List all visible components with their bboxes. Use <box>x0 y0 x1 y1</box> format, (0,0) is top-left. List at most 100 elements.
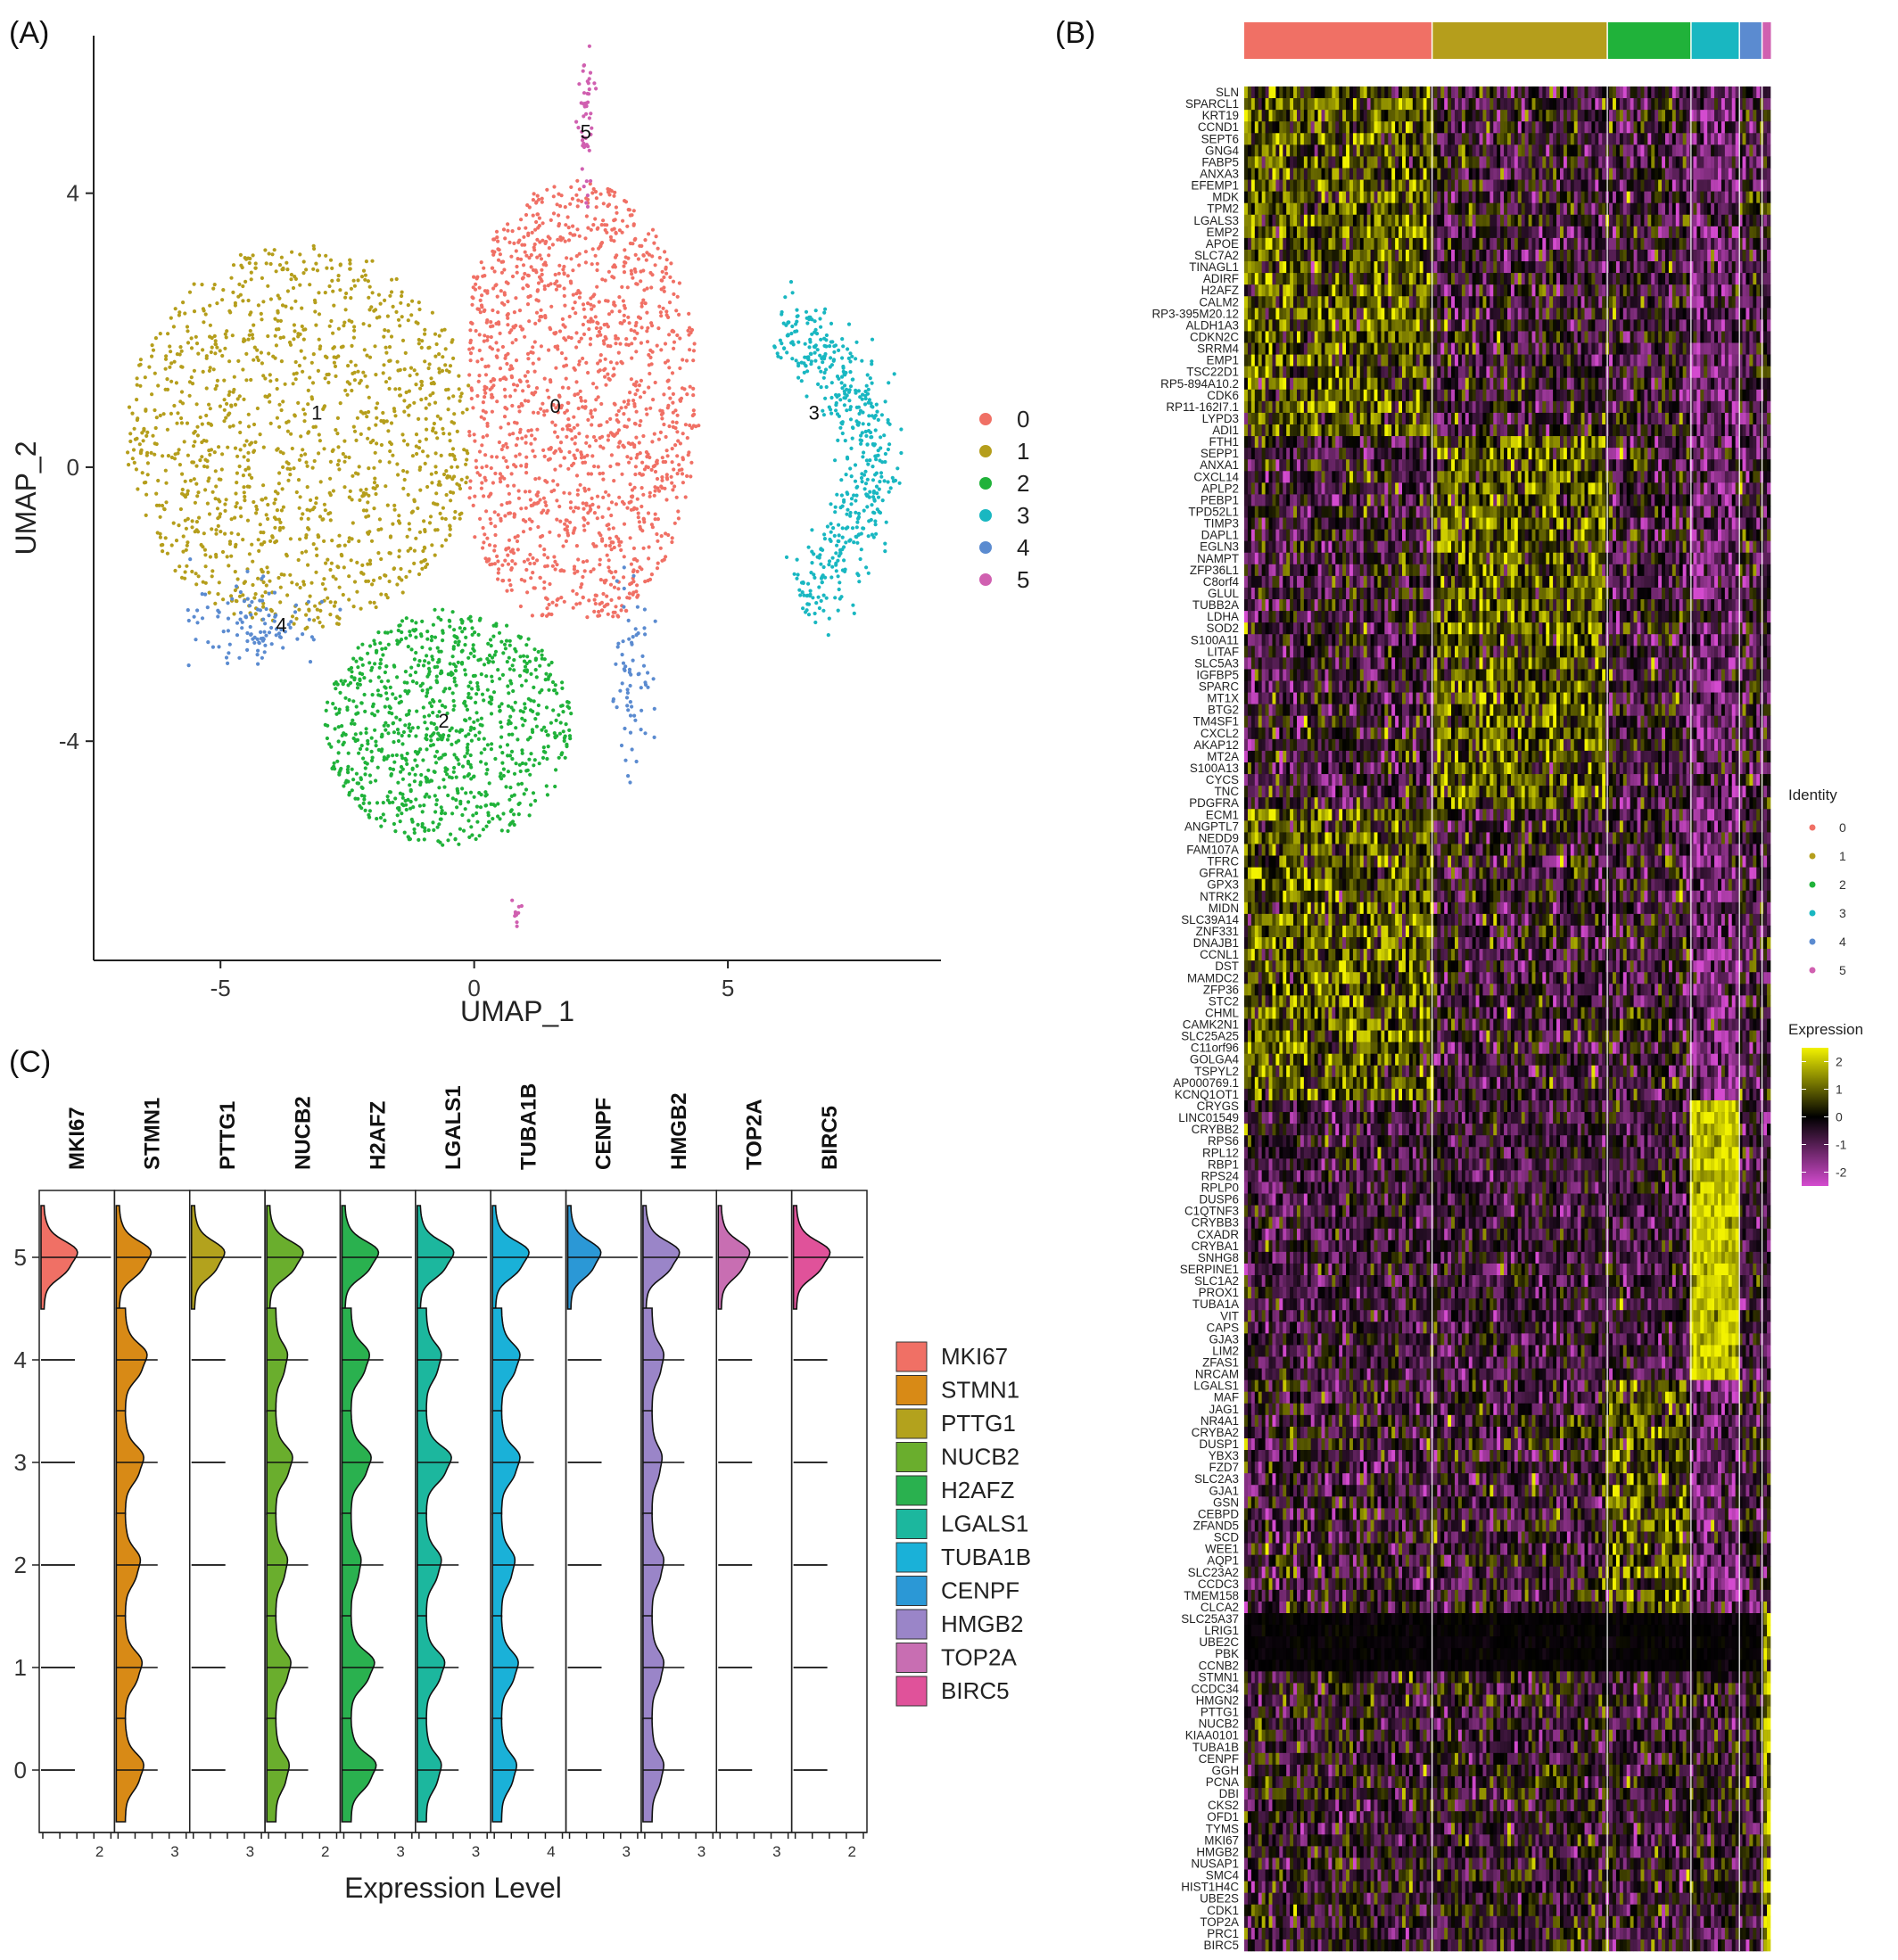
point <box>179 575 185 580</box>
point <box>275 448 279 452</box>
point <box>195 608 200 613</box>
point <box>412 368 417 373</box>
point <box>504 441 508 446</box>
point <box>667 424 672 429</box>
point <box>678 336 682 341</box>
point <box>168 365 172 369</box>
point <box>450 691 455 696</box>
point <box>540 688 544 693</box>
point <box>555 279 559 284</box>
point <box>472 654 476 659</box>
point <box>670 460 674 465</box>
point <box>414 383 418 387</box>
point <box>366 436 370 441</box>
point <box>631 569 636 574</box>
point <box>198 415 202 420</box>
point <box>374 373 378 377</box>
point <box>275 508 279 513</box>
point <box>246 450 251 455</box>
point <box>366 279 370 284</box>
point <box>859 441 863 446</box>
point <box>413 670 418 675</box>
point <box>816 595 821 599</box>
point <box>280 487 285 491</box>
point <box>483 334 487 338</box>
point <box>395 642 400 646</box>
point <box>400 432 405 437</box>
point <box>689 474 693 479</box>
point <box>565 274 570 278</box>
point <box>186 663 191 668</box>
point <box>513 535 517 539</box>
point <box>215 301 219 306</box>
point <box>675 333 680 338</box>
point <box>513 646 517 652</box>
point <box>538 544 542 548</box>
point <box>455 465 459 469</box>
legend-dot <box>979 445 992 457</box>
point <box>515 264 519 269</box>
point <box>466 655 471 660</box>
point <box>293 359 298 365</box>
point <box>281 505 285 509</box>
point <box>594 205 598 210</box>
point <box>414 621 418 625</box>
point <box>253 261 258 266</box>
point <box>343 455 348 459</box>
point <box>823 396 828 400</box>
point <box>874 402 879 407</box>
point <box>406 405 410 409</box>
point <box>663 250 667 254</box>
point <box>647 545 651 549</box>
point <box>450 465 454 469</box>
point <box>521 654 526 658</box>
point <box>470 295 474 300</box>
point <box>302 412 307 416</box>
point <box>516 405 522 409</box>
point <box>551 479 556 483</box>
point <box>468 614 473 619</box>
point <box>367 809 372 813</box>
point <box>144 513 148 518</box>
point <box>563 734 567 738</box>
point <box>310 381 316 385</box>
point <box>459 477 464 482</box>
point <box>497 567 501 572</box>
point <box>212 283 217 287</box>
point <box>156 383 161 388</box>
point <box>385 503 390 507</box>
point <box>864 433 869 438</box>
point <box>457 639 461 644</box>
point <box>249 632 253 638</box>
point <box>555 517 559 522</box>
point <box>175 421 179 425</box>
point <box>241 299 245 303</box>
point <box>298 252 302 257</box>
point <box>836 608 840 613</box>
point <box>607 565 611 570</box>
point <box>373 344 377 349</box>
point <box>817 605 822 611</box>
point <box>617 596 622 600</box>
point <box>569 257 574 261</box>
point <box>662 275 666 280</box>
point <box>383 630 388 635</box>
point <box>166 454 170 458</box>
point <box>529 441 533 446</box>
point <box>334 712 339 716</box>
point <box>181 534 186 539</box>
point <box>819 385 823 390</box>
point <box>616 350 621 355</box>
point <box>293 610 298 614</box>
point <box>866 534 871 539</box>
point <box>357 751 361 755</box>
point <box>837 554 841 558</box>
point <box>379 749 384 754</box>
point <box>336 739 341 744</box>
point <box>297 363 301 368</box>
point <box>276 491 280 496</box>
point <box>623 726 627 731</box>
point <box>672 340 677 344</box>
point <box>331 448 335 452</box>
point <box>575 448 580 452</box>
